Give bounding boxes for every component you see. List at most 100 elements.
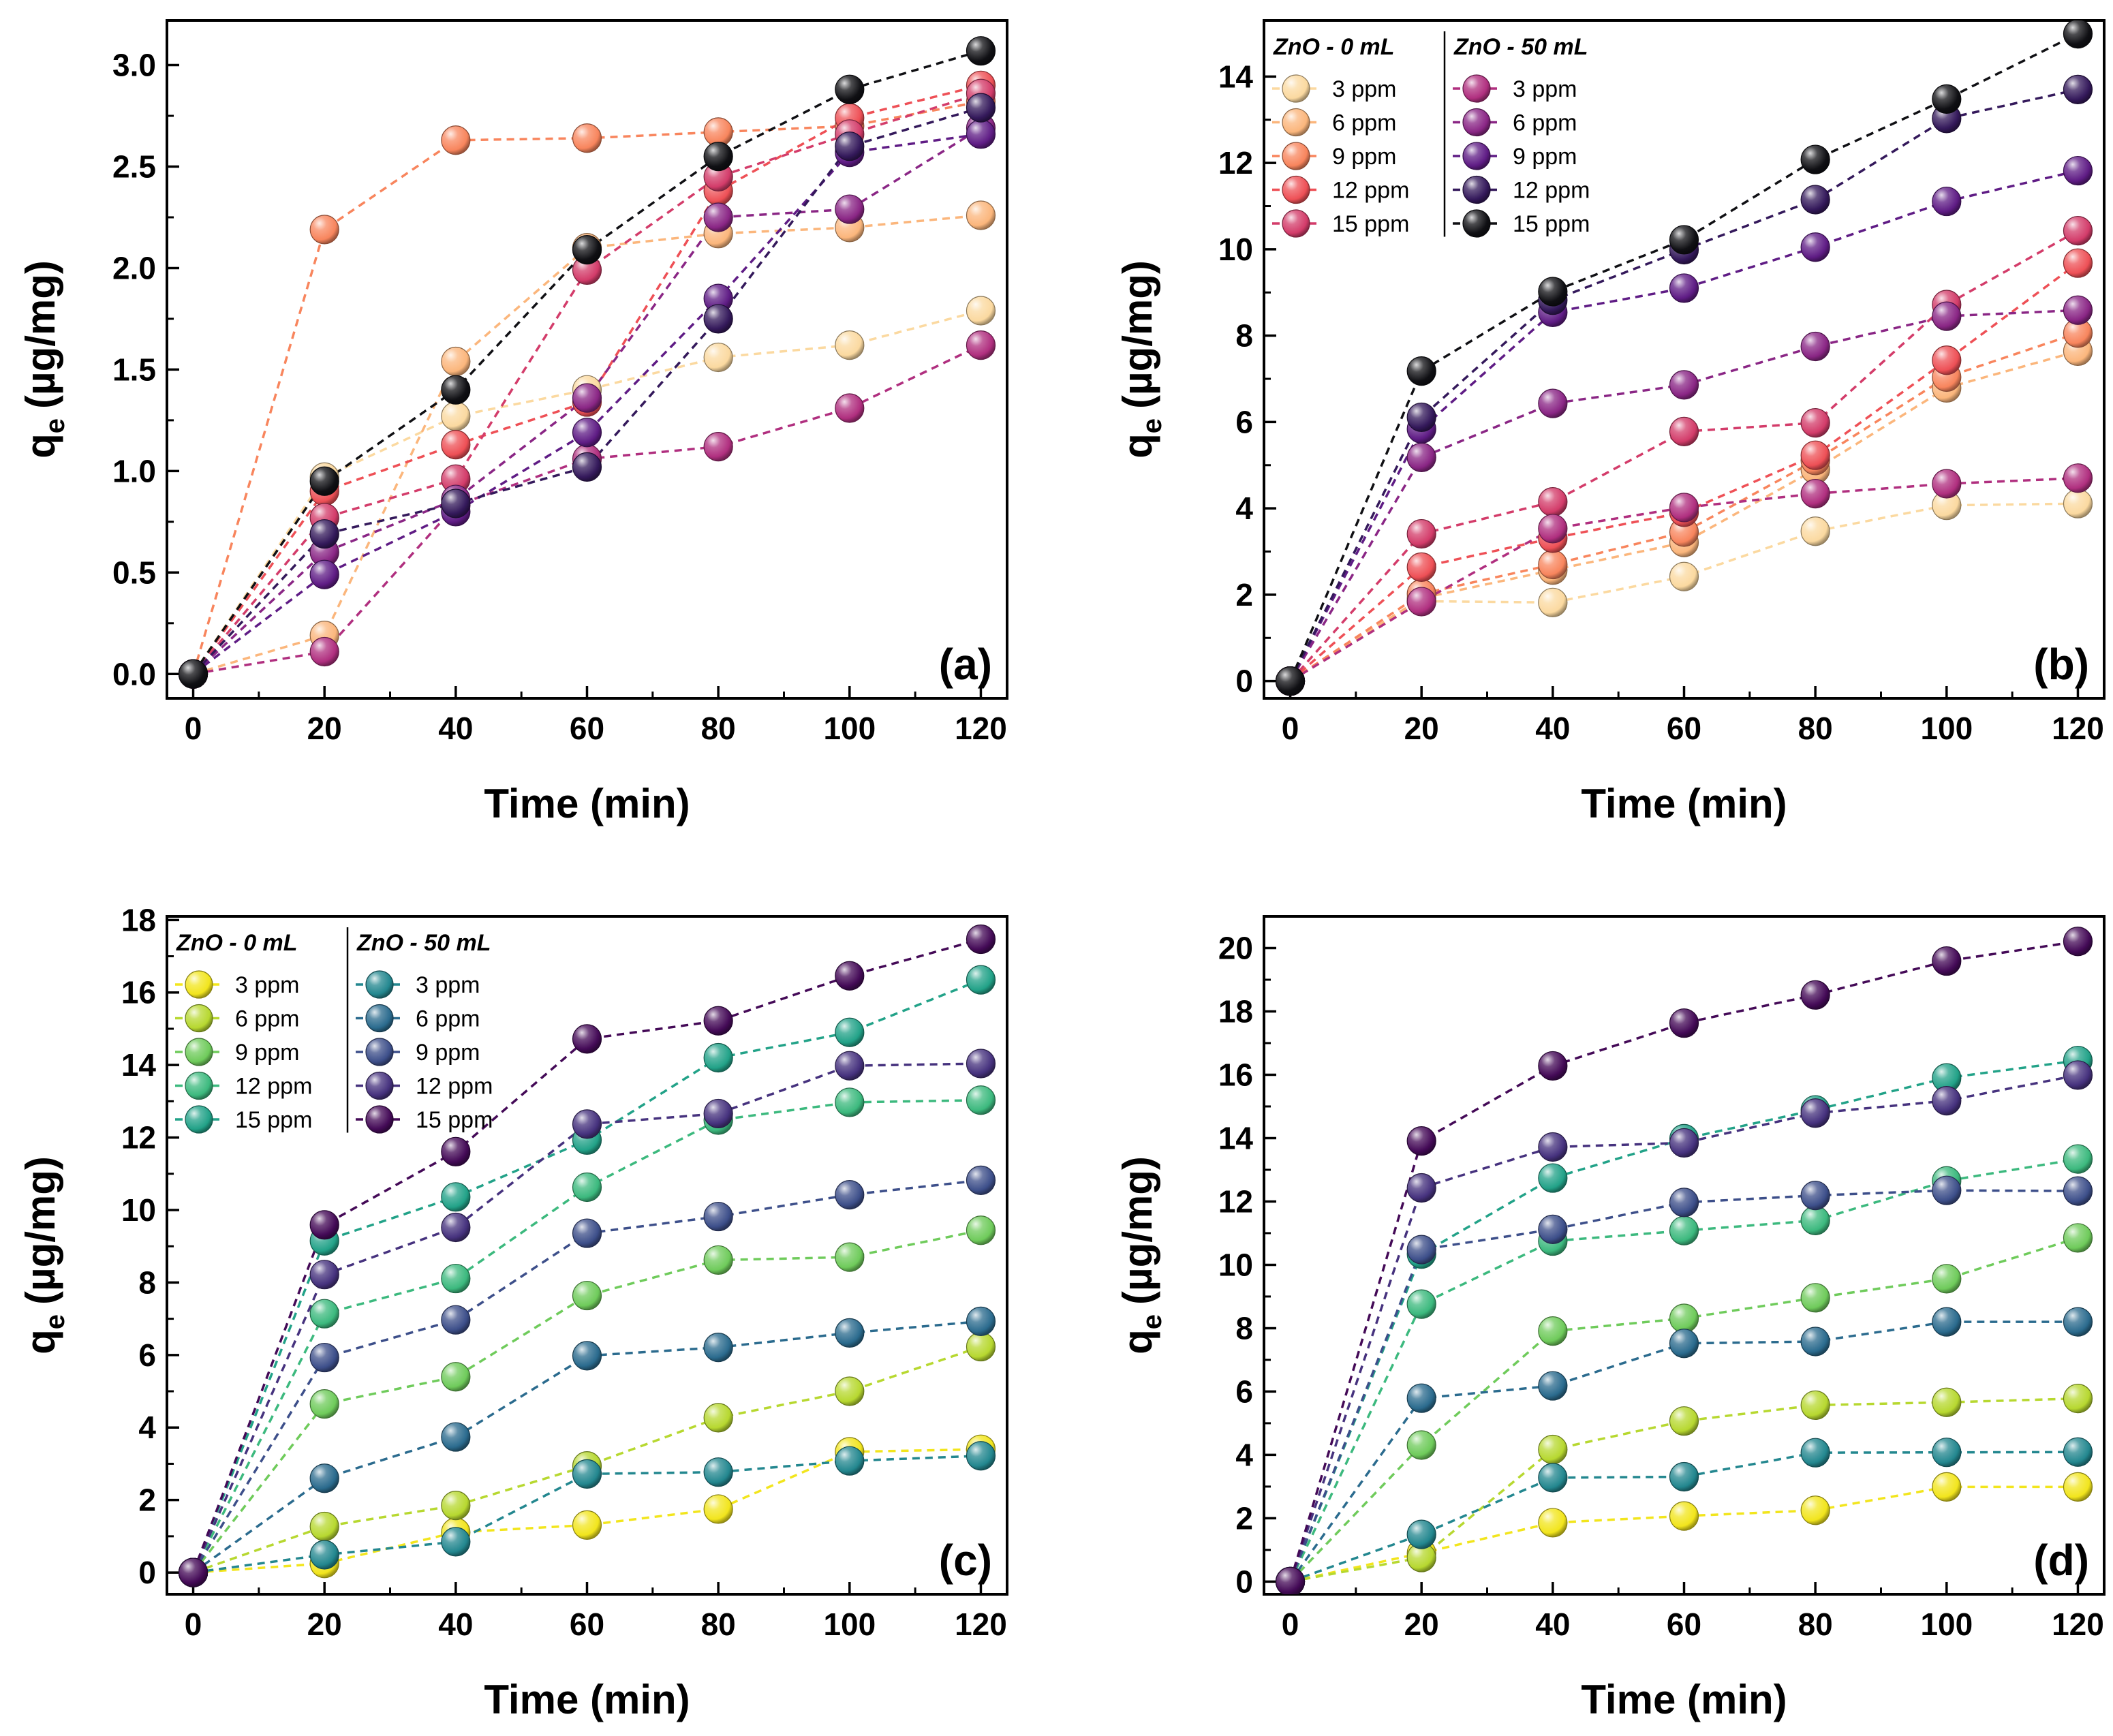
y-tick-label: 12 (121, 1120, 156, 1156)
data-point (1538, 514, 1568, 544)
panel-a: 0 20 40 60 80 100 120 0.0 0.5 1.0 1.5 2.0 2.5 3.0 Time… (18, 19, 1008, 826)
data-point (1800, 232, 1830, 262)
data-point (1800, 1438, 1830, 1468)
data-point (1669, 1501, 1699, 1531)
data-point (966, 296, 996, 326)
data-point (1406, 402, 1436, 433)
y-axis-label-unit: (µg/mg) (18, 260, 63, 409)
data-point (309, 1260, 339, 1290)
data-point (966, 1049, 996, 1079)
data-point (441, 1527, 471, 1557)
x-axis-ticks: 0 20 40 60 80 100 120 (185, 686, 1007, 746)
y-axis-label-subscript: e (40, 418, 70, 433)
data-point (1932, 469, 1962, 499)
legend-swatch-marker (365, 970, 394, 999)
x-tick-label: 20 (1404, 711, 1439, 746)
data-point (2063, 1060, 2093, 1090)
legend-swatch-marker (185, 1105, 213, 1134)
y-axis-label-subscript: e (1137, 418, 1167, 433)
data-point (309, 519, 339, 549)
legend-label: 15 ppm (235, 1107, 312, 1133)
legend-swatch-marker (1462, 175, 1491, 204)
data-point (1669, 1188, 1699, 1218)
data-point (835, 961, 865, 991)
data-point (441, 375, 471, 405)
data-point (1800, 1390, 1830, 1421)
data-point (1406, 1126, 1436, 1156)
data-point (2063, 74, 2093, 105)
data-point (1538, 487, 1568, 517)
data-point (1406, 1519, 1436, 1549)
data-point (966, 1331, 996, 1362)
legend-item: 6 ppm (175, 1004, 300, 1033)
data-point (1669, 1215, 1699, 1245)
data-point (1932, 186, 1962, 217)
data-point (1800, 1098, 1830, 1128)
data-point (703, 342, 733, 373)
legend-item: 15 ppm (175, 1105, 312, 1134)
data-point (441, 1491, 471, 1521)
data-point (2063, 463, 2093, 493)
legend-item: 12 ppm (356, 1071, 493, 1100)
data-point (572, 1172, 602, 1203)
y-axis-label: qe (µg/mg) (1115, 260, 1167, 459)
data-point (178, 1557, 209, 1587)
data-point (309, 559, 339, 589)
data-point (572, 1280, 602, 1311)
data-point (441, 1422, 471, 1452)
data-point (1406, 1235, 1436, 1265)
data-point (1800, 144, 1830, 174)
data-point (1406, 1430, 1436, 1460)
data-point (1538, 1434, 1568, 1465)
x-tick-label: 40 (1535, 1607, 1570, 1642)
x-tick-label: 80 (1798, 1607, 1833, 1642)
data-point (572, 1459, 602, 1489)
data-point (2063, 1176, 2093, 1206)
data-point (1669, 1329, 1699, 1359)
y-tick-label: 1.0 (112, 453, 156, 489)
data-point (1932, 1438, 1962, 1468)
legend-item: 15 ppm (1272, 209, 1409, 238)
series-2-points (178, 1215, 996, 1587)
data-point (1669, 273, 1699, 303)
x-tick-label: 0 (1282, 1607, 1299, 1642)
x-axis-label: Time (min) (484, 781, 690, 826)
data-point (1800, 980, 1830, 1010)
legend-item: 3 ppm (1272, 74, 1397, 103)
data-point (441, 1305, 471, 1335)
legend-swatch-marker (185, 970, 213, 999)
x-tick-label: 0 (1282, 711, 1299, 746)
legend-group-title: ZnO - 0 mL (1273, 34, 1395, 60)
data-point (1800, 1327, 1830, 1357)
data-point (1538, 1163, 1568, 1193)
legend-swatch-marker (1462, 74, 1491, 103)
series-9-points (178, 924, 996, 1587)
data-point (2063, 1223, 2093, 1253)
y-axis-label-subscript: e (1137, 1314, 1167, 1329)
y-axis-label-main: q (1115, 1329, 1160, 1354)
x-tick-label: 100 (823, 1607, 876, 1642)
data-point (1669, 1128, 1699, 1158)
x-tick-label: 60 (1667, 1607, 1701, 1642)
x-tick-label: 20 (307, 711, 342, 746)
data-point (441, 489, 471, 518)
plot-area (178, 924, 996, 1587)
x-tick-label: 0 (185, 711, 202, 746)
data-point (1406, 552, 1436, 582)
legend-swatch-marker (1282, 108, 1310, 137)
data-point (835, 1087, 865, 1117)
data-point (1800, 478, 1830, 509)
legend-item: 9 ppm (1272, 142, 1397, 170)
legend-item: 9 ppm (175, 1038, 300, 1066)
data-point (1800, 185, 1830, 215)
data-point (441, 1263, 471, 1294)
y-axis-ticks: 0 2 4 6 8 10 12 14 16 18 20 (1218, 930, 1276, 1599)
series-3 (1289, 262, 2079, 682)
legend-item: 3 ppm (175, 970, 300, 999)
legend-item: 9 ppm (1453, 142, 1577, 170)
y-tick-label: 20 (1218, 930, 1253, 965)
legend-label: 15 ppm (1332, 211, 1409, 237)
legend-label: 3 ppm (1332, 76, 1397, 102)
y-axis-label-unit: (µg/mg) (1115, 1156, 1160, 1305)
legend-group-title: ZnO - 0 mL (176, 930, 298, 956)
